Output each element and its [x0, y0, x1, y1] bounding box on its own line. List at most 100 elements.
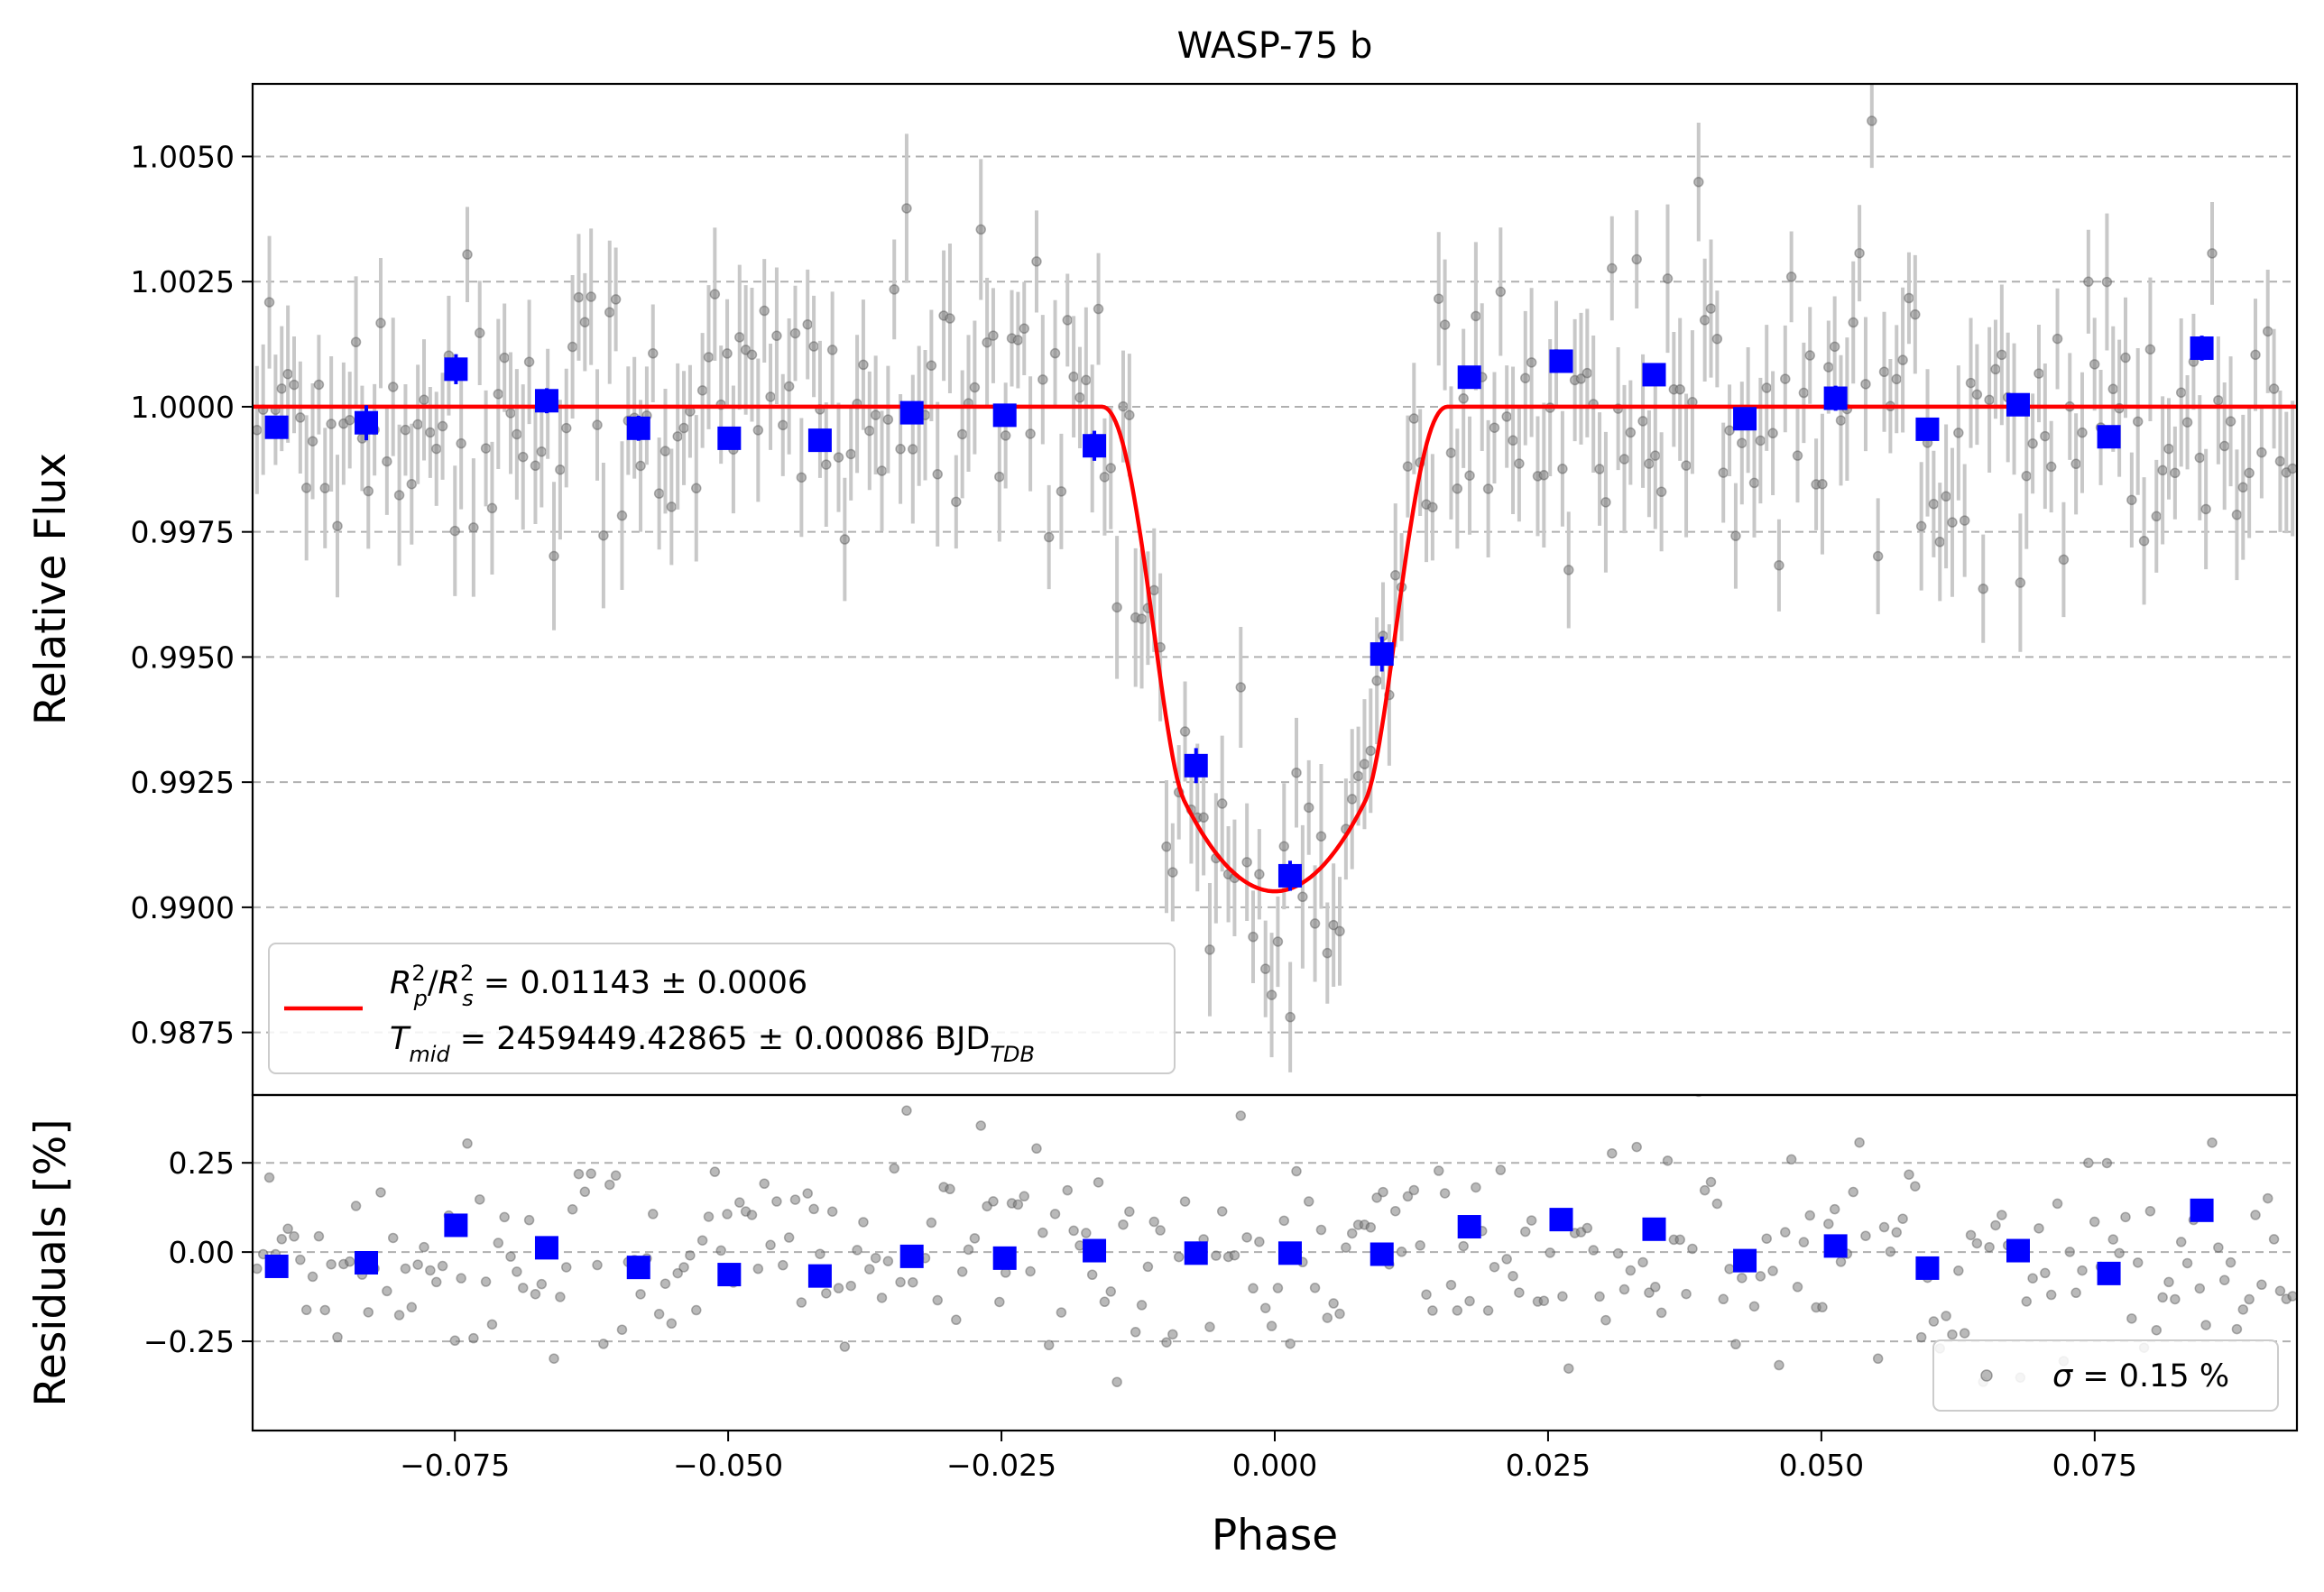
- raw-residual-point: [1817, 1302, 1828, 1313]
- raw-flux-point: [1439, 319, 1451, 330]
- raw-residual-point: [1607, 1147, 1618, 1159]
- binned-flux-point: [992, 403, 1017, 428]
- raw-flux-point: [889, 284, 899, 295]
- raw-flux-point: [1637, 416, 1648, 427]
- raw-residual-point: [2207, 1137, 2218, 1148]
- raw-flux-point: [2015, 577, 2026, 588]
- raw-flux-point: [1482, 483, 1494, 494]
- raw-flux-point: [437, 420, 448, 432]
- raw-residual-point: [555, 1292, 566, 1302]
- raw-flux-point: [821, 459, 832, 470]
- raw-flux-point: [1495, 286, 1507, 298]
- raw-flux-point: [1780, 373, 1791, 384]
- raw-flux-point: [462, 249, 473, 260]
- raw-residual-point: [2274, 1285, 2286, 1297]
- raw-flux-point: [1427, 502, 1438, 513]
- raw-residual-point: [771, 1196, 782, 1207]
- raw-residual-point: [908, 1276, 918, 1288]
- raw-residual-point: [1309, 1283, 1321, 1293]
- raw-flux-point: [549, 550, 559, 562]
- raw-residual-point: [567, 1204, 578, 1215]
- raw-residual-point: [932, 1294, 943, 1306]
- flux-y-ticks: 0.9875 0.9900 0.9925 0.9950 0.9975 1.0000 1.00…: [131, 139, 253, 1051]
- light-curve-panel: 0.9875 0.9900 0.9925 0.9950 0.9975 1.0000 1.00…: [26, 82, 2299, 1097]
- raw-residual-point: [2175, 1237, 2187, 1247]
- raw-residual-point: [1687, 1243, 1698, 1255]
- raw-residual-point: [1823, 1219, 1834, 1229]
- binned-residual-point: [534, 1236, 558, 1260]
- raw-residual-point: [1118, 1219, 1129, 1230]
- raw-residual-point: [1650, 1282, 1661, 1293]
- binned-flux-point: [1642, 363, 1666, 387]
- raw-residual-point: [449, 1335, 461, 1347]
- raw-residual-point: [802, 1188, 813, 1199]
- raw-flux-point: [1489, 422, 1500, 433]
- binned-residual-point: [717, 1263, 742, 1287]
- binned-residual-point: [1083, 1238, 1107, 1263]
- raw-flux-point: [1365, 745, 1377, 757]
- raw-residual-point: [1520, 1226, 1531, 1238]
- raw-residual-point: [1625, 1265, 1637, 1276]
- raw-residual-point: [2064, 1247, 2076, 1257]
- raw-residual-point: [1402, 1191, 1414, 1202]
- raw-flux-point: [1124, 410, 1135, 420]
- raw-flux-point: [1730, 530, 1741, 541]
- binned-flux-point: [717, 426, 742, 450]
- raw-flux-point: [2175, 387, 2187, 398]
- raw-flux-point: [1508, 435, 1518, 446]
- raw-residual-point: [2120, 1211, 2131, 1223]
- raw-residual-point: [666, 1318, 678, 1330]
- residual-legend-box: [1932, 1339, 2279, 1412]
- raw-residual-point: [1755, 1271, 1766, 1282]
- raw-residual-point: [1959, 1328, 1970, 1339]
- raw-flux-point: [994, 471, 1005, 483]
- raw-residual-point: [956, 1266, 968, 1277]
- raw-flux-point: [1309, 918, 1321, 929]
- raw-flux-point: [480, 443, 492, 454]
- raw-flux-point: [2262, 326, 2273, 337]
- raw-residual-point: [523, 1214, 535, 1226]
- raw-flux-point: [1514, 458, 1525, 469]
- raw-residual-point: [2194, 1283, 2206, 1294]
- raw-residual-point: [815, 1248, 825, 1259]
- raw-flux-point: [672, 431, 683, 442]
- raw-residual-point: [1545, 1247, 1555, 1258]
- raw-residual-point: [1124, 1206, 1135, 1218]
- raw-flux-point: [449, 525, 461, 537]
- raw-residual-point: [988, 1196, 999, 1207]
- raw-residual-point: [282, 1223, 293, 1235]
- raw-flux-point: [2045, 461, 2057, 473]
- raw-flux-point: [1607, 262, 1618, 274]
- binned-flux-points: [264, 336, 2214, 891]
- flux-y-tick-label: 0.9900: [131, 890, 235, 925]
- raw-residual-point: [512, 1266, 522, 1277]
- model-legend-box: [268, 943, 1176, 1074]
- raw-flux-point: [523, 356, 535, 367]
- raw-flux-point: [1878, 366, 1890, 378]
- raw-flux-point: [1594, 464, 1605, 474]
- raw-flux-point: [2126, 494, 2137, 506]
- raw-flux-point: [276, 383, 288, 394]
- raw-flux-point: [1445, 447, 1457, 458]
- raw-residual-point: [1594, 1291, 1605, 1302]
- raw-flux-point: [1699, 315, 1711, 326]
- raw-flux-point: [307, 436, 318, 446]
- raw-flux-point: [746, 349, 758, 361]
- residual-gridlines: [253, 1162, 2297, 1343]
- raw-flux-point: [326, 419, 337, 429]
- raw-residual-point: [2021, 1296, 2033, 1307]
- raw-flux-point: [1520, 373, 1531, 383]
- raw-residual-point: [1748, 1301, 1760, 1312]
- raw-flux-point: [456, 437, 466, 449]
- raw-flux-point: [2200, 503, 2211, 515]
- raw-flux-point: [1860, 379, 1871, 390]
- raw-flux-point: [666, 502, 678, 512]
- raw-residual-point: [1464, 1295, 1475, 1307]
- raw-flux-point: [567, 341, 578, 353]
- raw-flux-point: [2256, 446, 2267, 458]
- raw-residual-point: [975, 1120, 986, 1131]
- raw-residual-point: [462, 1138, 473, 1149]
- raw-residual-point: [845, 1280, 856, 1292]
- raw-flux-point: [2274, 456, 2286, 467]
- raw-flux-point: [1198, 812, 1209, 824]
